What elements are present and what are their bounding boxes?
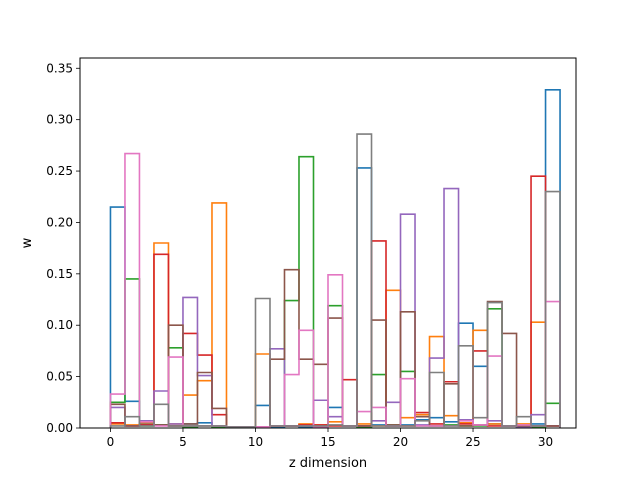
y-tick-label: 0.00 [46,421,73,435]
x-tick-label: 0 [107,435,115,449]
x-tick-label: 5 [179,435,187,449]
series-8-histogram [109,133,561,428]
y-tick-label: 0.25 [46,164,73,178]
y-tick-label: 0.35 [46,61,73,75]
x-axis-label: z dimension [289,456,367,471]
series-7-histogram [109,152,561,428]
x-tick-label: 20 [393,435,408,449]
y-tick-label: 0.15 [46,267,73,281]
y-tick-label: 0.10 [46,318,73,332]
x-tick-label: 30 [538,435,553,449]
y-tick-label: 0.30 [46,113,73,127]
histogram-series [109,89,561,428]
axes-frame [79,57,577,429]
y-axis-label: w [20,237,35,248]
axis-ticks: 0 5 10 15 20 25 30 0.00 0.05 0.10 0.15 0.20 0.25 0.30… [46,61,553,449]
x-tick-label: 15 [320,435,335,449]
x-tick-label: 25 [465,435,480,449]
x-tick-label: 10 [248,435,263,449]
y-tick-label: 0.05 [46,370,73,384]
y-tick-label: 0.20 [46,215,73,229]
